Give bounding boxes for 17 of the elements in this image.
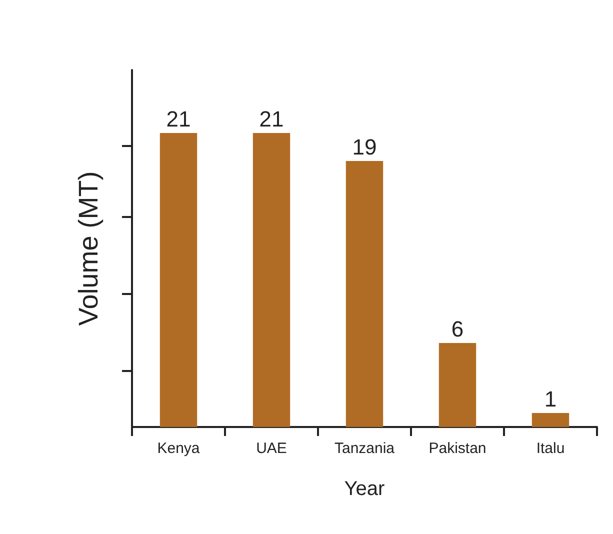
x-tick-label: Pakistan [428, 440, 486, 457]
bar [160, 133, 198, 427]
data-label: 19 [352, 134, 377, 160]
data-label: 1 [544, 386, 557, 412]
bar [346, 161, 384, 427]
y-axis-title: Volume (MT) [74, 171, 104, 326]
data-label: 21 [166, 106, 191, 132]
x-tick-label: Kenya [157, 440, 200, 457]
data-label: 6 [451, 316, 464, 342]
bar [532, 413, 570, 427]
x-tick-label: UAE [256, 440, 287, 457]
bar [252, 133, 290, 427]
x-tick-label: Italu [536, 440, 565, 457]
x-axis-title: Year [344, 478, 386, 500]
x-tick-label: Tanzania [334, 440, 396, 457]
data-label: 21 [259, 106, 284, 132]
bar [438, 343, 476, 427]
